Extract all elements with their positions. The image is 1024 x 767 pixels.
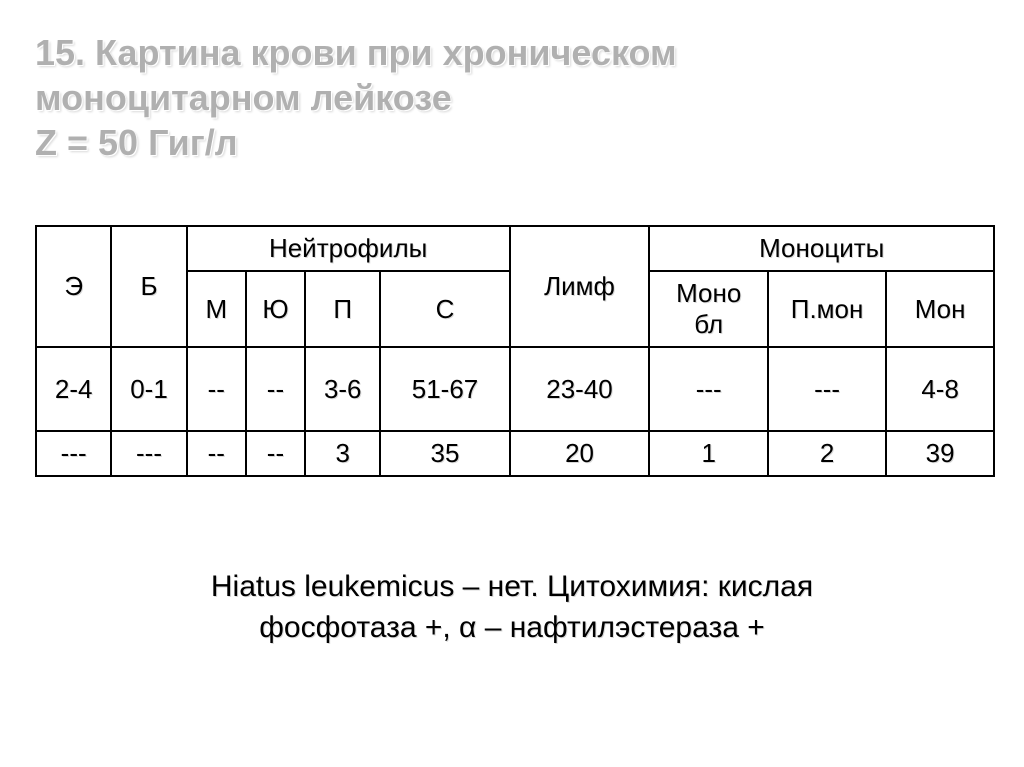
pat-m: -- [187, 431, 246, 476]
footer-line-1: Hiatus leukemicus – нет. Цитохимия: кисл… [211, 570, 813, 603]
pat-monobl: 1 [649, 431, 767, 476]
footer-line-2: фосфотаза +, α – нафтилэстераза + [259, 611, 765, 644]
col-yu: Ю [246, 271, 305, 347]
norm-monobl: --- [649, 347, 767, 431]
col-mon: Мон [886, 271, 994, 347]
col-mono: Моноциты [649, 226, 994, 271]
col-b: Б [111, 226, 186, 347]
table-row-norm: 2-4 0-1 -- -- 3-6 51-67 23-40 --- --- 4-… [36, 347, 994, 431]
pat-lymph: 20 [510, 431, 650, 476]
col-s: С [380, 271, 509, 347]
pat-e: --- [36, 431, 111, 476]
pat-pmon: 2 [768, 431, 886, 476]
title-line-1: 15. Картина крови при хроническом [35, 32, 677, 73]
norm-lymph: 23-40 [510, 347, 650, 431]
footer-note: Hiatus leukemicus – нет. Цитохимия: кисл… [35, 567, 989, 648]
norm-b: 0-1 [111, 347, 186, 431]
col-neutro: Нейтрофилы [187, 226, 510, 271]
slide-title: 15. Картина крови при хроническом моноци… [35, 30, 989, 165]
pat-s: 35 [380, 431, 509, 476]
col-monobl: Моно бл [649, 271, 767, 347]
col-pmon: П.мон [768, 271, 886, 347]
pat-yu: -- [246, 431, 305, 476]
col-m: М [187, 271, 246, 347]
table-row-patient: --- --- -- -- 3 35 20 1 2 39 [36, 431, 994, 476]
pat-b: --- [111, 431, 186, 476]
col-p: П [305, 271, 380, 347]
blood-table: Э Б Нейтрофилы Лимф Моноциты М Ю П С Мон… [35, 225, 995, 477]
norm-s: 51-67 [380, 347, 509, 431]
pat-mon: 39 [886, 431, 994, 476]
norm-mon: 4-8 [886, 347, 994, 431]
norm-m: -- [187, 347, 246, 431]
norm-pmon: --- [768, 347, 886, 431]
norm-e: 2-4 [36, 347, 111, 431]
title-line-2: моноцитарном лейкозе [35, 77, 452, 118]
col-lymph: Лимф [510, 226, 650, 347]
norm-p: 3-6 [305, 347, 380, 431]
title-line-3: Z = 50 Гиг/л [35, 122, 238, 163]
pat-p: 3 [305, 431, 380, 476]
table-header-row-1: Э Б Нейтрофилы Лимф Моноциты [36, 226, 994, 271]
norm-yu: -- [246, 347, 305, 431]
col-e: Э [36, 226, 111, 347]
